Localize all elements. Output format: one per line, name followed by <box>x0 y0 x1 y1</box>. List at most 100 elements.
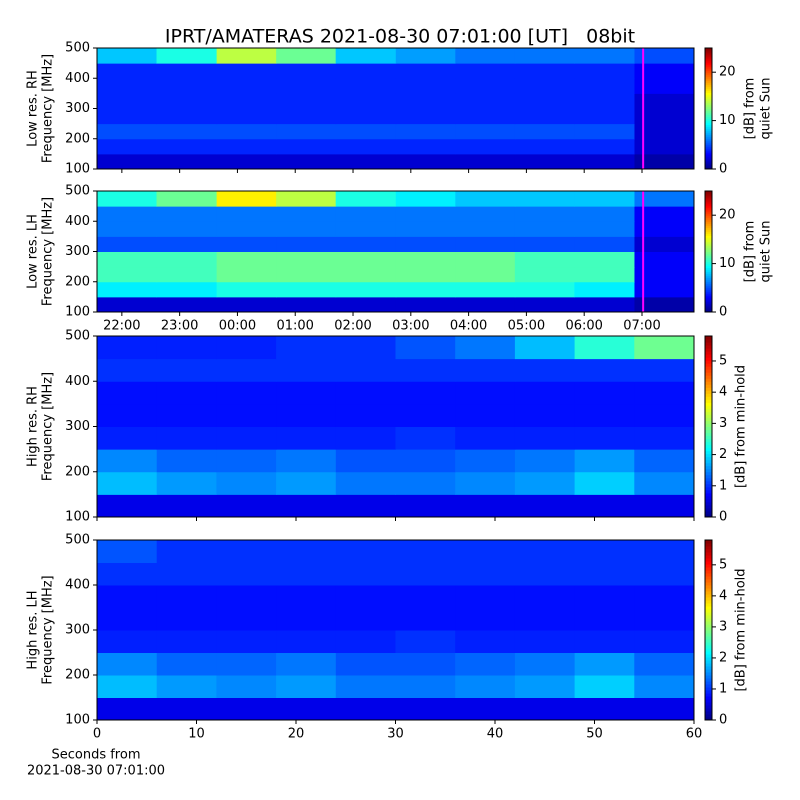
heatmap-cell <box>514 191 575 207</box>
heatmap-cell <box>216 607 277 631</box>
heatmap-cell <box>514 93 575 109</box>
colorbar-strip <box>705 213 712 216</box>
colorbar-strip <box>705 273 712 277</box>
colorbar-strip <box>705 699 712 703</box>
heatmap-cell <box>97 153 158 170</box>
colorbar-strip <box>705 444 712 449</box>
heatmap-cell <box>97 191 158 207</box>
heatmap-cell <box>395 108 456 125</box>
heatmap-cell <box>156 652 217 676</box>
heatmap-cell <box>395 296 456 313</box>
colorbar-strip <box>705 702 712 706</box>
heatmap-cell <box>395 585 456 608</box>
heatmap-cell <box>156 108 218 125</box>
colorbar-strip <box>705 239 712 242</box>
heatmap-cell <box>276 206 337 222</box>
heatmap-cell <box>634 336 695 360</box>
heatmap-cell <box>574 221 635 237</box>
colorbar-strip <box>705 150 712 154</box>
colorbar-strip <box>705 100 712 103</box>
colorbar-strip <box>705 546 712 550</box>
colorbar-strip <box>705 567 712 571</box>
heatmap-cell <box>276 221 337 237</box>
x-tick-label: 01:00 <box>276 319 313 334</box>
heatmap-cell <box>574 675 635 698</box>
heatmap-cell <box>634 358 695 382</box>
colorbar-strip <box>705 166 712 170</box>
colorbar-strip <box>705 235 712 238</box>
colorbar-strip <box>705 396 712 400</box>
heatmap-cell <box>276 108 337 125</box>
colorbar-strip <box>705 195 712 198</box>
colorbar-strip <box>705 80 712 83</box>
heatmap-cell <box>216 206 277 222</box>
heatmap-cell <box>335 236 397 252</box>
colorbar-strip <box>705 384 712 388</box>
heatmap-cell <box>335 630 396 653</box>
y-tick-label: 400 <box>65 578 90 593</box>
colorbar-strip <box>705 108 712 112</box>
heatmap-cell <box>634 281 695 298</box>
heatmap-cell <box>335 206 397 222</box>
colorbar-tick-label: 3 <box>719 416 727 431</box>
heatmap-cell <box>156 266 218 283</box>
heatmap-cell <box>634 607 695 631</box>
colorbar-strip <box>705 387 712 391</box>
heatmap-cell <box>216 494 277 518</box>
colorbar-strip <box>705 645 712 649</box>
heatmap-cell <box>156 236 218 252</box>
x-tick-label: 50 <box>586 727 603 742</box>
heatmap-cell <box>514 652 576 676</box>
heatmap-cell <box>514 403 576 427</box>
colorbar-strip <box>705 134 712 138</box>
heatmap-cell <box>216 191 277 207</box>
colorbar-strip <box>705 215 712 218</box>
colorbar-strip <box>705 162 712 166</box>
colorbar-strip <box>705 231 712 234</box>
colorbar-strip <box>705 60 712 63</box>
colorbar-tick-label: 10 <box>719 113 736 128</box>
colorbar-strip <box>705 219 712 222</box>
colorbar-strip <box>705 459 712 464</box>
heatmap-cell <box>216 281 277 298</box>
colorbar-strip <box>705 366 712 370</box>
colorbar-strip <box>705 483 712 488</box>
heatmap-cell <box>276 48 337 64</box>
colorbar-strip <box>705 82 712 85</box>
colorbar-strip <box>705 555 712 559</box>
heatmap-cell <box>395 675 456 698</box>
colorbar-strip <box>705 501 712 506</box>
x-tick-label: 23:00 <box>161 319 198 334</box>
heatmap-cell <box>395 403 456 427</box>
colorbar-strip <box>705 639 712 643</box>
heatmap-cell <box>455 123 516 140</box>
heatmap-cell <box>276 697 337 721</box>
heatmap-cell <box>216 266 277 283</box>
colorbar-strip <box>705 675 712 679</box>
heatmap-cell <box>455 138 516 155</box>
heatmap-cell <box>634 494 695 518</box>
colorbar-strip <box>705 94 712 97</box>
heatmap-cell <box>335 108 397 125</box>
colorbar-tick-label: 20 <box>719 65 736 80</box>
colorbar-strip <box>705 678 712 682</box>
heatmap-cell <box>395 78 456 94</box>
colorbar-strip <box>705 309 712 313</box>
heatmap-cell <box>216 697 277 721</box>
colorbar-strip <box>705 114 712 118</box>
heatmap-cell <box>574 494 635 518</box>
heatmap-cell <box>276 251 337 268</box>
heatmap-cell <box>97 652 158 676</box>
colorbar-strip <box>705 247 712 250</box>
colorbar-strip <box>705 138 712 142</box>
x-tick-label: 30 <box>387 727 404 742</box>
heatmap-cell <box>395 123 456 140</box>
heatmap-cell <box>574 281 635 298</box>
heatmap-cell <box>335 652 396 676</box>
heatmap-cell <box>216 471 277 495</box>
colorbar-strip <box>705 669 712 673</box>
y-tick-label: 300 <box>65 101 90 116</box>
colorbar-strip <box>705 681 712 685</box>
heatmap-cell <box>395 630 456 653</box>
heatmap-cell <box>276 652 337 676</box>
